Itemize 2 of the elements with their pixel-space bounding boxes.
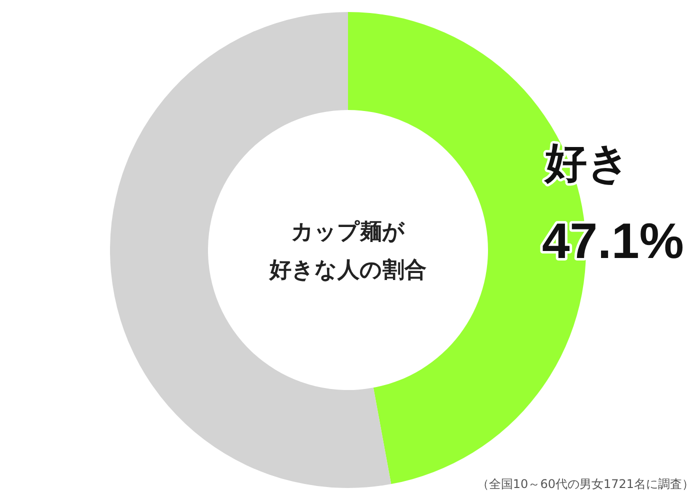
text: （全国10～60代の男女1721名に調査） [476, 477, 694, 491]
text: カップ麺が好きな人の割合 [268, 220, 426, 283]
